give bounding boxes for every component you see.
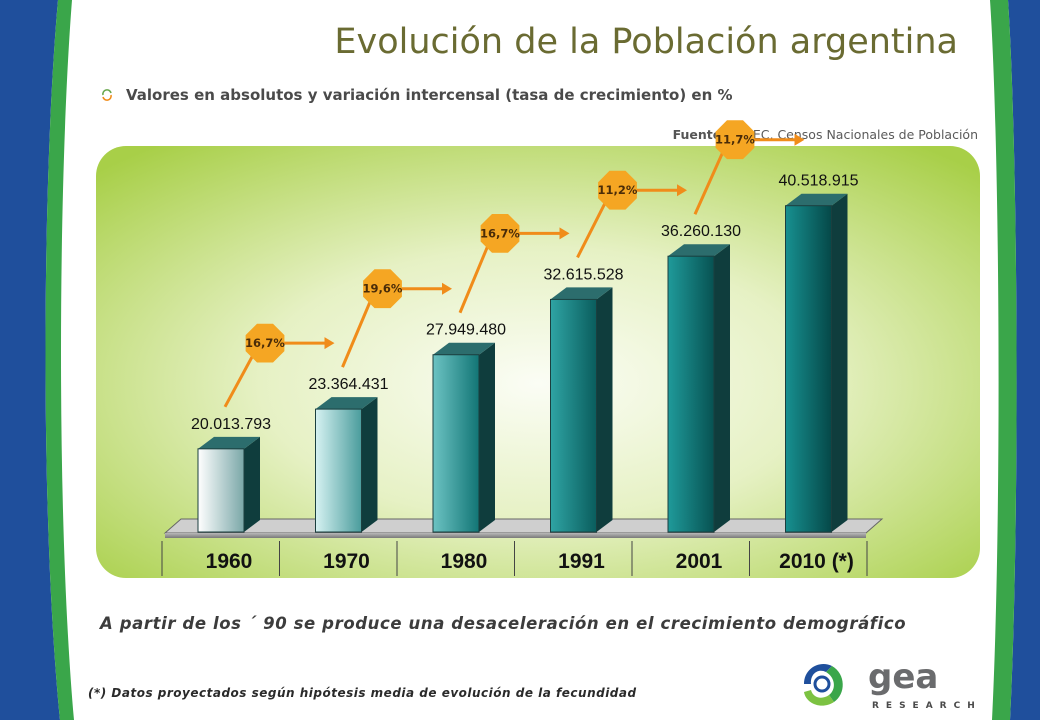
bar-front [550, 298, 597, 533]
growth-arrow-rise [576, 201, 607, 259]
category-label: 1970 [323, 550, 370, 573]
bar-side [831, 193, 848, 533]
growth-indicator: 16,7% [223, 323, 335, 408]
bar-1960 [197, 436, 260, 533]
left-blue-band [0, 0, 60, 720]
bar-front [785, 205, 832, 533]
arrow-head-icon [794, 133, 805, 146]
right-green-band [990, 0, 1017, 720]
chart-floor-top [163, 518, 884, 534]
bar-front [315, 408, 362, 533]
growth-badge [598, 170, 637, 210]
arrow-head-icon [324, 337, 335, 350]
bar-top [550, 287, 613, 300]
bar-1991 [550, 287, 613, 533]
subtitle: Valores en absolutos y variación interce… [126, 86, 733, 104]
value-label: 27.949.480 [426, 322, 506, 339]
subtitle-row: Valores en absolutos y variación interce… [100, 86, 733, 104]
growth-badge [715, 120, 755, 160]
chart-floor-front [165, 533, 866, 538]
value-label: 36.260.130 [661, 223, 741, 240]
bar-top [315, 397, 378, 410]
bar-front [432, 354, 480, 533]
growth-arrow-rise [693, 151, 725, 215]
gea-swirl-icon [804, 664, 843, 706]
category-label: 2010 (*) [779, 550, 854, 573]
value-label: 20.013.793 [191, 416, 271, 433]
value-label: 32.615.528 [543, 266, 623, 283]
value-label: 40.518.915 [778, 173, 858, 190]
bar-1980 [432, 342, 495, 533]
page-title: Evolución de la Población argentina [334, 22, 958, 62]
growth-badge [245, 323, 285, 363]
left-green-band [45, 0, 74, 720]
bar-side [479, 342, 495, 532]
bar-front [197, 448, 245, 533]
bar-2010 [785, 193, 848, 533]
bar-2001 [667, 244, 730, 533]
bar-top [433, 342, 495, 355]
bar-top [198, 436, 260, 449]
logo-wordmark: gea [868, 657, 938, 697]
right-blue-band [1008, 0, 1040, 720]
bar-side [361, 397, 378, 532]
conclusion-text: A partir de los ´ 90 se produce una desa… [100, 614, 907, 633]
growth-label: 16,7% [245, 336, 285, 350]
growth-arrow-rise [458, 244, 490, 314]
growth-label: 19,6% [363, 282, 403, 296]
bar-front [667, 255, 715, 533]
growth-arrow-rise [341, 300, 372, 368]
category-label: 2001 [676, 550, 723, 573]
source-prefix: Fuente: [672, 127, 727, 142]
gea-logo: gea RESEARCH [804, 657, 982, 711]
refresh-bullet-icon [102, 89, 112, 101]
arrow-head-icon [442, 282, 452, 295]
bar-side [714, 244, 730, 533]
value-label: 23.364.431 [308, 376, 388, 393]
growth-label: 16,7% [480, 226, 520, 240]
growth-indicator: 19,6% [341, 269, 452, 368]
growth-indicator: 11,2% [576, 170, 687, 259]
growth-badge [480, 214, 520, 253]
category-label: 1960 [206, 550, 253, 573]
growth-arrow-rise [223, 354, 255, 408]
bar-side [244, 436, 260, 532]
growth-indicator: 16,7% [458, 214, 570, 314]
growth-badge [363, 269, 402, 309]
logo-tagline: RESEARCH [872, 701, 982, 711]
growth-label: 11,2% [598, 183, 638, 197]
category-label: 1991 [558, 550, 605, 573]
arrow-head-icon [559, 227, 570, 240]
growth-label: 11,7% [715, 133, 755, 147]
category-label: 1980 [441, 550, 488, 573]
bar-side [596, 287, 613, 532]
bar-top [668, 244, 730, 257]
growth-indicator: 11,7% [693, 120, 805, 215]
footnote: (*) Datos proyectados según hipótesis me… [88, 686, 637, 700]
arrow-head-icon [677, 184, 687, 197]
bar-1970 [315, 397, 378, 533]
bar-top [785, 193, 848, 206]
